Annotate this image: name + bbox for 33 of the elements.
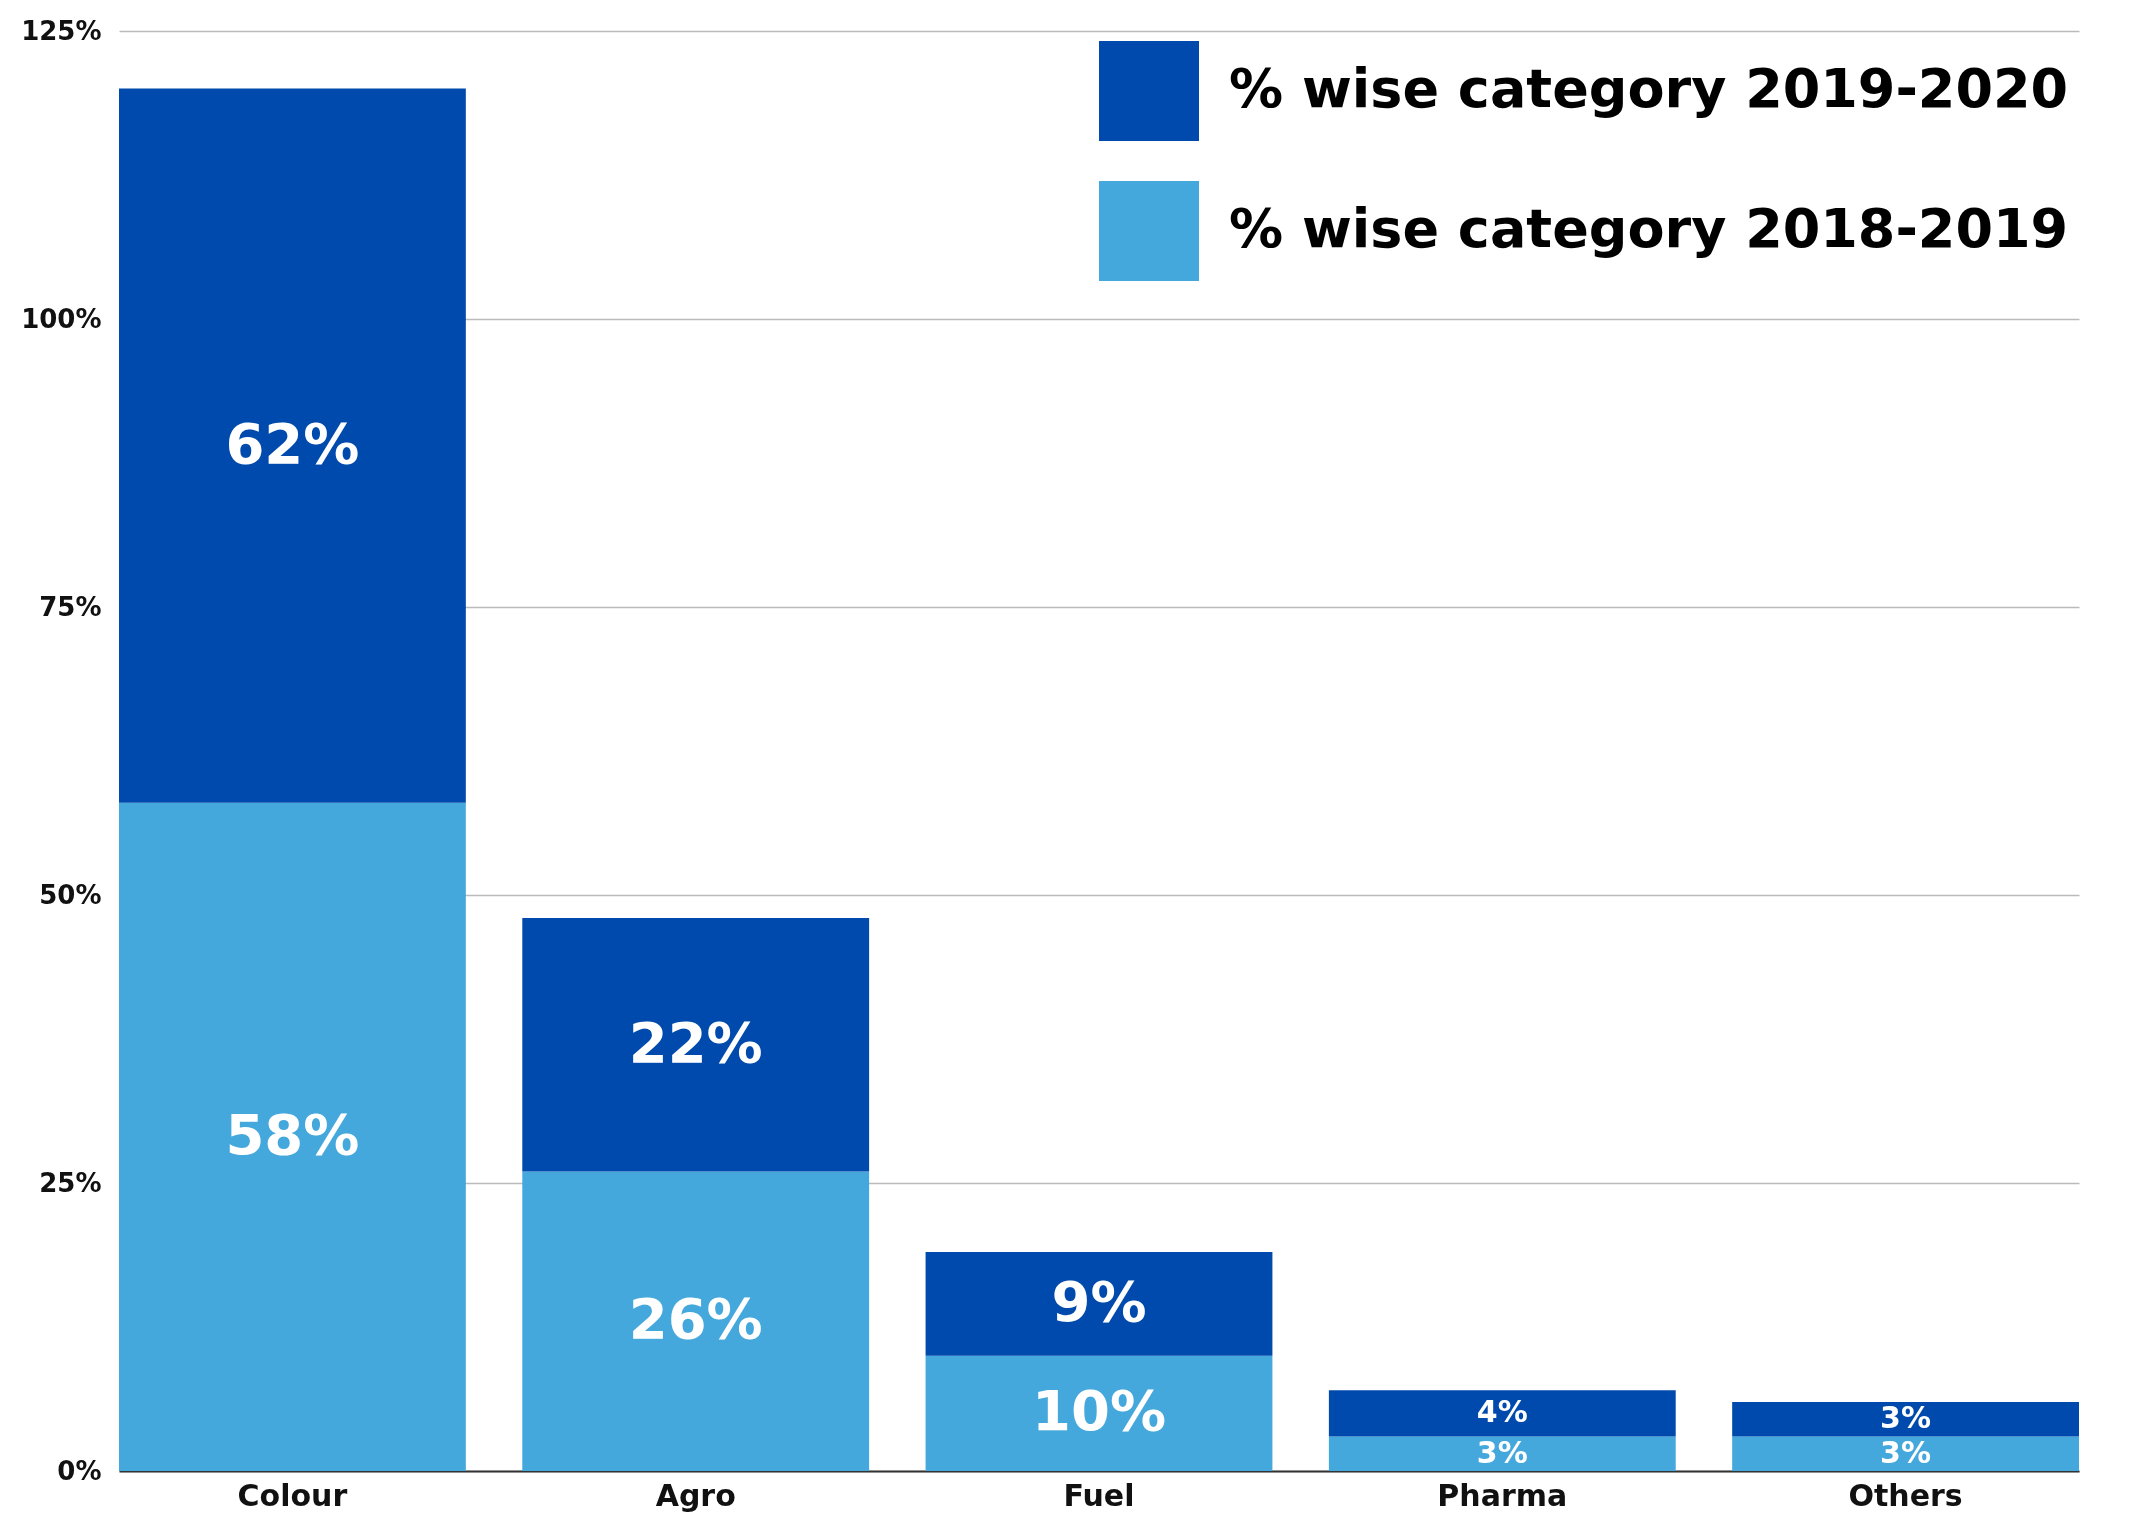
y-tick-label: 0% [57,1455,102,1486]
legend-label: % wise category 2018-2019 [1229,197,2069,260]
bar [1732,1436,2079,1471]
y-tick-label: 100% [21,303,102,334]
data-label: 22% [628,1009,763,1075]
x-tick-label: Pharma [1437,1477,1568,1513]
data-label: 3% [1476,1434,1528,1470]
x-tick-label: Others [1848,1477,1963,1513]
y-tick-label: 50% [39,879,102,910]
data-label: 58% [225,1101,360,1167]
data-label: 26% [628,1286,763,1352]
y-tick-label: 25% [39,1167,102,1198]
bar [522,1171,870,1471]
data-label: 3% [1880,1400,1932,1436]
y-tick-label: 75% [39,591,102,622]
data-label: 4% [1476,1394,1528,1430]
bar [119,802,466,1471]
bar [1328,1390,1676,1437]
legend-label: % wise category 2019-2020 [1229,57,2069,120]
data-label: 10% [1031,1378,1167,1444]
data-label: 62% [225,410,360,476]
x-tick-label: Agro [655,1477,736,1513]
x-tick-label: Fuel [1063,1477,1135,1513]
data-label: 3% [1880,1434,1932,1470]
data-label: 9% [1051,1268,1147,1334]
bar [1328,1436,1676,1471]
bar [119,88,466,803]
bar [522,918,870,1172]
bar [1732,1401,2079,1437]
x-tick-label: Colour [237,1477,348,1513]
bar [925,1355,1273,1471]
y-tick-label: 125% [21,15,102,46]
bar [925,1252,1273,1356]
